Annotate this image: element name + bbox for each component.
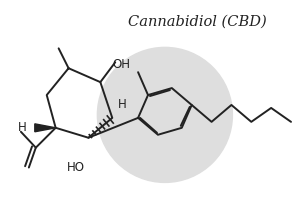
Text: OH: OH [112, 58, 130, 71]
Circle shape [98, 47, 232, 182]
Text: H: H [18, 121, 27, 134]
Text: H: H [118, 98, 127, 111]
Polygon shape [35, 124, 56, 132]
Text: HO: HO [67, 161, 85, 174]
Text: Cannabidiol (CBD): Cannabidiol (CBD) [128, 15, 267, 29]
